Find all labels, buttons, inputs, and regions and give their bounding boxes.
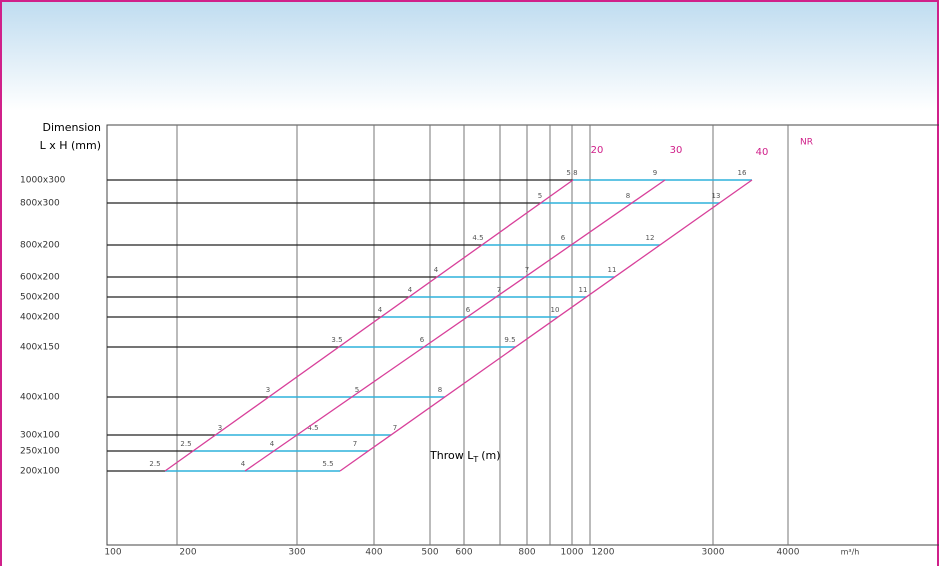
- throw-value: 12: [646, 234, 655, 242]
- throw-value: 13: [712, 192, 721, 200]
- throw-value: 8: [626, 192, 630, 200]
- x-tick-label: 500: [421, 548, 438, 558]
- throw-value: 5: [355, 386, 359, 394]
- throw-value: 4: [241, 460, 246, 468]
- throw-value: 4.5: [472, 234, 483, 242]
- row-label: 200x100: [20, 467, 60, 477]
- x-tick-label: 100: [104, 548, 121, 558]
- top-band: [1, 1, 938, 111]
- curve-label: 40: [756, 147, 769, 158]
- throw-value: 16: [738, 169, 747, 177]
- x-tick-label: 300: [288, 548, 305, 558]
- row-label: 400x150: [20, 343, 60, 353]
- curve-label: 30: [670, 145, 683, 156]
- x-tick-label: 1200: [592, 548, 615, 558]
- curve-label: NR: [800, 138, 813, 148]
- row-label: 800x300: [20, 199, 60, 209]
- throw-value: 9: [653, 169, 657, 177]
- throw-value: 4: [378, 306, 383, 314]
- throw-value: 7: [497, 286, 501, 294]
- throw-value: 5: [538, 192, 542, 200]
- row-label: 600x200: [20, 273, 60, 283]
- row-label: 800x200: [20, 241, 60, 251]
- row-label: 400x100: [20, 393, 60, 403]
- throw-value: 11: [608, 266, 617, 274]
- throw-value: 3.5: [331, 336, 342, 344]
- throw-value: 9.5: [504, 336, 515, 344]
- x-tick-label: 4000: [777, 548, 800, 558]
- throw-value: 8: [438, 386, 442, 394]
- throw-value: 6: [420, 336, 425, 344]
- throw-value: 7: [525, 266, 529, 274]
- dimension-label: Dimension: [43, 121, 101, 134]
- x-tick-label: 1000: [561, 548, 584, 558]
- throw-value: 3: [266, 386, 270, 394]
- unit-label: L x H (mm): [40, 139, 101, 152]
- curve-label: 20: [591, 145, 604, 156]
- x-tick-label: 800: [518, 548, 535, 558]
- throw-value: 7: [393, 424, 397, 432]
- throw-value: 10: [551, 306, 560, 314]
- curve: [244, 179, 666, 472]
- throw-value: 5.5: [322, 460, 333, 468]
- throw-value: 6: [466, 306, 471, 314]
- curve: [339, 179, 753, 472]
- throw-value: 6: [561, 234, 566, 242]
- throw-value: 11: [579, 286, 588, 294]
- curve: [164, 179, 574, 472]
- x-unit: m³/h: [841, 548, 860, 557]
- x-tick-label: 200: [179, 548, 196, 558]
- throw-value: 2.5: [149, 460, 160, 468]
- throw-value: 2.5: [180, 440, 191, 448]
- x-tick-label: 400: [365, 548, 382, 558]
- row-label: 300x100: [20, 431, 60, 441]
- throw-value: 4: [270, 440, 275, 448]
- throw-value: 4: [434, 266, 439, 274]
- throw-value: 3: [218, 424, 222, 432]
- x-tick-label: 3000: [702, 548, 725, 558]
- throw-value: 7: [353, 440, 357, 448]
- x-tick-label: 600: [455, 548, 472, 558]
- row-label: 500x200: [20, 293, 60, 303]
- row-label: 250x100: [20, 447, 60, 457]
- throw-value: 4: [408, 286, 413, 294]
- throw-value: 4.5: [307, 424, 318, 432]
- throw-value: 5.8: [566, 169, 577, 177]
- row-label: 400x200: [20, 313, 60, 323]
- row-label: 1000x300: [20, 176, 66, 186]
- throw-label: Throw LT (m): [429, 449, 501, 464]
